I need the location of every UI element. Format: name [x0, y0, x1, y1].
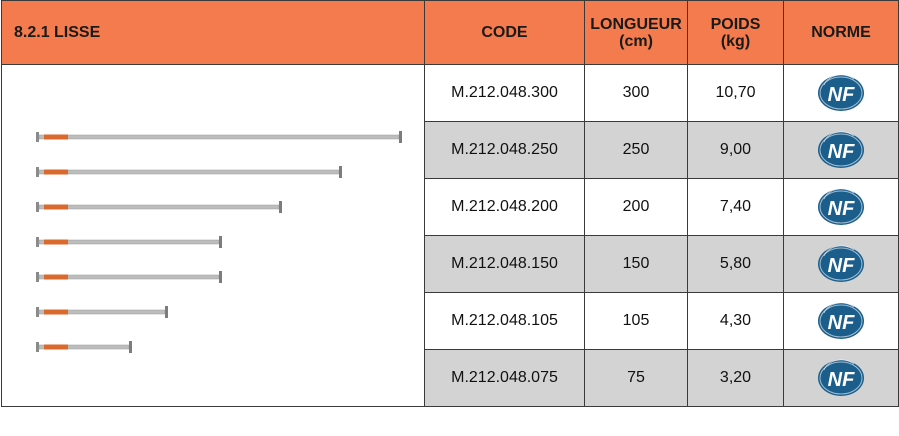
cell-longueur: 150 [584, 235, 688, 293]
ledger-bar [36, 131, 402, 143]
column-header-poids: POIDS (kg) [687, 0, 784, 65]
ledger-bars-illustration [1, 64, 425, 407]
ledger-bars-svg [36, 131, 402, 353]
nf-logo-text: NF [828, 198, 855, 220]
cell-code: M.212.048.150 [424, 235, 585, 293]
table-row: M.212.048.150 150 5,80 NF [2, 235, 899, 293]
cell-norme: NF [783, 64, 899, 122]
column-header-code: CODE [424, 0, 585, 65]
cell-code: M.212.048.300 [424, 64, 585, 122]
ledger-bar [36, 236, 222, 248]
cell-longueur: 200 [584, 178, 688, 236]
cell-code: M.212.048.200 [424, 178, 585, 236]
nf-logo-text: NF [828, 141, 855, 163]
ledger-bar [36, 201, 282, 213]
cell-poids: 9,00 [687, 121, 784, 179]
cell-poids: 10,70 [687, 64, 784, 122]
cell-code: M.212.048.075 [424, 349, 585, 407]
column-header-poids-label: POIDS [710, 15, 761, 33]
cell-longueur: 75 [584, 349, 688, 407]
nf-certification-logo: NF [818, 74, 864, 111]
ledger-bar [36, 166, 342, 178]
table-row: M.212.048.300 300 10,70 NF [1, 64, 899, 407]
table-row: M.212.048.250 250 9,00 NF [2, 121, 899, 179]
column-header-poids-unit: (kg) [720, 32, 751, 50]
product-table: 8.2.1 LISSE CODE LONGUEUR (cm) POIDS (kg… [1, 0, 899, 407]
table-row: M.212.048.105 105 4,30 NF [2, 292, 899, 350]
cell-norme: NF [783, 349, 899, 407]
cell-poids: 3,20 [687, 349, 784, 407]
cell-norme: NF [783, 121, 899, 179]
cell-norme: NF [783, 235, 899, 293]
column-header-longueur: LONGUEUR (cm) [584, 0, 688, 65]
table-row: M.212.048.075 75 3,20 NF [2, 349, 899, 407]
cell-longueur: 250 [584, 121, 688, 179]
cell-code: M.212.048.105 [424, 292, 585, 350]
nf-logo-text: NF [828, 369, 855, 391]
cell-poids: 4,30 [687, 292, 784, 350]
nf-logo-text: NF [828, 312, 855, 334]
nf-certification-logo: NF [818, 302, 864, 339]
table-header-row: 8.2.1 LISSE CODE LONGUEUR (cm) POIDS (kg… [1, 0, 899, 65]
cell-longueur: 105 [584, 292, 688, 350]
cell-norme: NF [783, 292, 899, 350]
ledger-bar [36, 271, 222, 283]
cell-longueur: 300 [584, 64, 688, 122]
column-header-longueur-unit: (cm) [619, 32, 653, 50]
column-header-norme: NORME [783, 0, 899, 65]
cell-code: M.212.048.250 [424, 121, 585, 179]
nf-certification-logo: NF [818, 131, 864, 168]
nf-logo-text: NF [828, 255, 855, 277]
ledger-bar [36, 306, 168, 318]
cell-norme: NF [783, 178, 899, 236]
table-body: M.212.048.300 300 10,70 NF M.212.048.250 250 9… [1, 64, 899, 407]
nf-certification-logo: NF [818, 188, 864, 225]
section-title: 8.2.1 LISSE [1, 0, 425, 65]
column-header-longueur-label: LONGUEUR [590, 15, 682, 33]
cell-poids: 5,80 [687, 235, 784, 293]
cell-poids: 7,40 [687, 178, 784, 236]
nf-certification-logo: NF [818, 245, 864, 282]
ledger-bar [36, 341, 132, 353]
nf-logo-text: NF [828, 84, 855, 106]
nf-certification-logo: NF [818, 359, 864, 396]
